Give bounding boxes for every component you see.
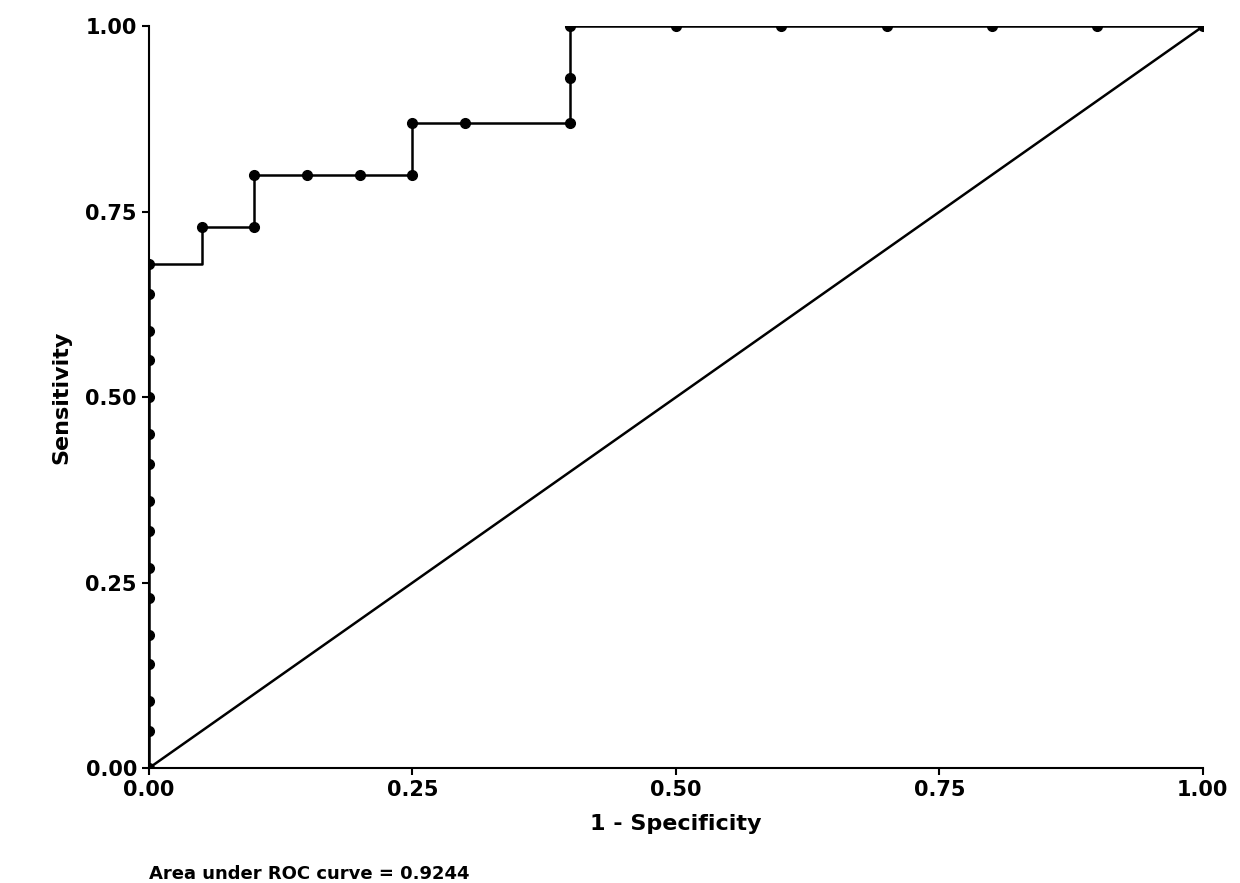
X-axis label: 1 - Specificity: 1 - Specificity bbox=[590, 814, 761, 834]
Y-axis label: Sensitivity: Sensitivity bbox=[52, 330, 72, 464]
Text: Area under ROC curve = 0.9244: Area under ROC curve = 0.9244 bbox=[149, 864, 469, 883]
